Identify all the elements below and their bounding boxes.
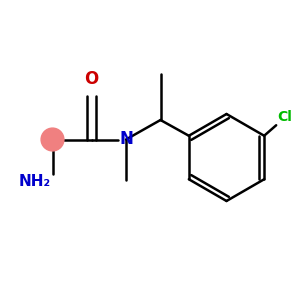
Text: Cl: Cl bbox=[278, 110, 292, 124]
Text: N: N bbox=[119, 130, 133, 148]
Text: NH₂: NH₂ bbox=[18, 174, 51, 189]
Text: O: O bbox=[84, 70, 99, 88]
Circle shape bbox=[41, 128, 64, 151]
